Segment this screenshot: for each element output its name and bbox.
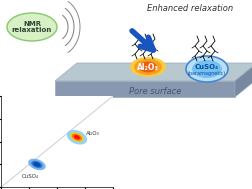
Ellipse shape [33,162,40,167]
Polygon shape [234,63,252,97]
Ellipse shape [134,59,161,75]
Text: Al₂O₃: Al₂O₃ [85,131,99,136]
Text: NMR
relaxation: NMR relaxation [12,20,52,33]
Ellipse shape [70,132,84,142]
Text: Pore surface: Pore surface [128,87,180,95]
Text: CuSO₄: CuSO₄ [194,64,218,70]
Polygon shape [55,81,234,97]
Ellipse shape [67,130,87,145]
Text: Enhanced relaxation: Enhanced relaxation [146,4,232,13]
Polygon shape [55,63,252,81]
Ellipse shape [7,13,57,41]
Text: (paramagnetic): (paramagnetic) [187,71,225,77]
Ellipse shape [28,159,45,170]
Ellipse shape [130,57,165,77]
Ellipse shape [72,134,82,141]
Ellipse shape [191,60,221,78]
Ellipse shape [185,56,227,82]
Text: CuSO₄: CuSO₄ [22,174,39,178]
Ellipse shape [74,135,80,139]
Ellipse shape [31,161,42,168]
Ellipse shape [138,61,156,73]
Text: Al₂O₃: Al₂O₃ [137,63,158,71]
